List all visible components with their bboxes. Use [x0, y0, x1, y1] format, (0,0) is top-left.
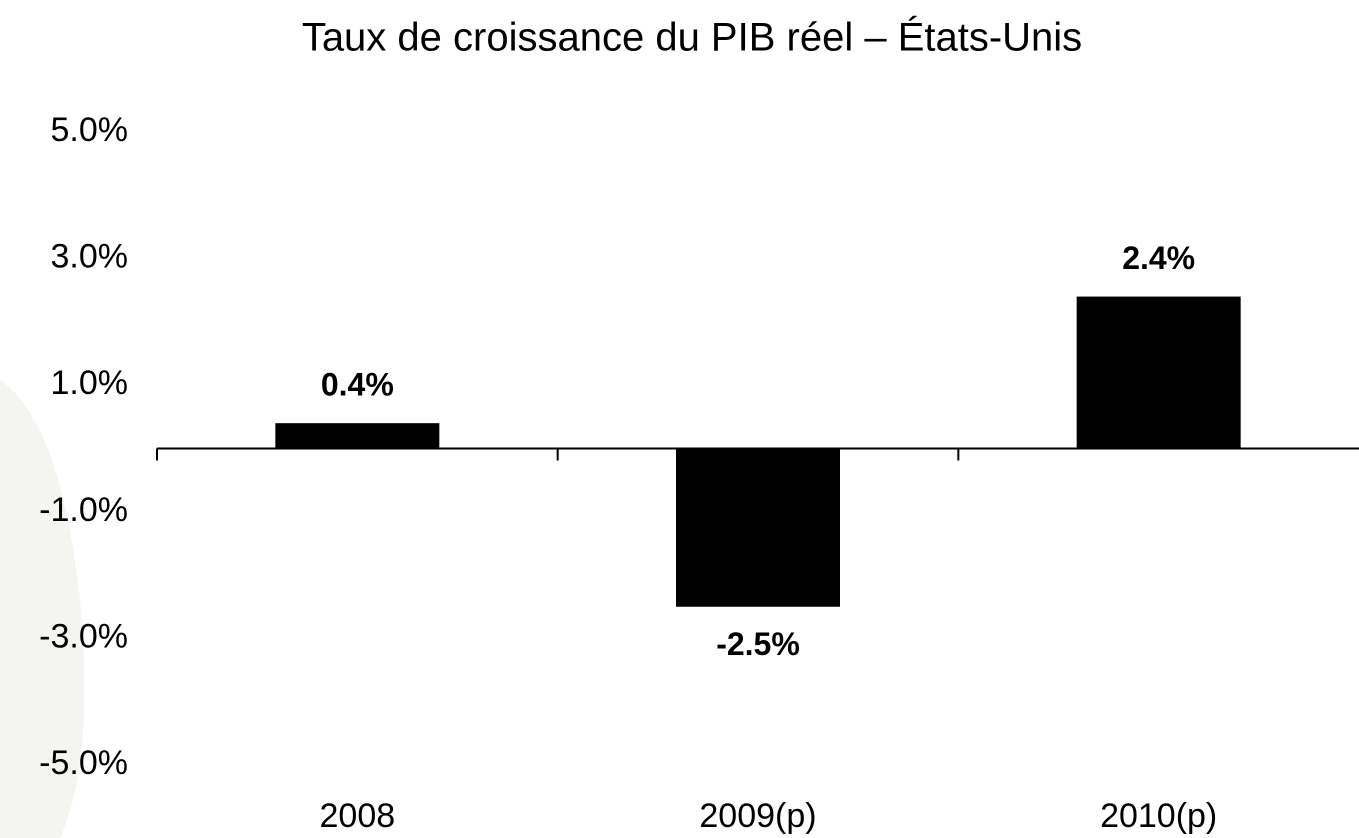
bar	[275, 423, 440, 449]
value-label: 0.4%	[321, 367, 394, 403]
chart-title: Taux de croissance du PIB réel – États-U…	[302, 15, 1082, 60]
bar	[676, 448, 840, 607]
value-label: 2.4%	[1122, 240, 1195, 276]
y-tick-label: -1.0%	[39, 491, 128, 529]
x-tick-label: 2010(p)	[1100, 797, 1217, 835]
y-tick-label: -5.0%	[39, 744, 128, 782]
y-tick-label: 5.0%	[51, 111, 129, 149]
y-tick-label: -3.0%	[39, 617, 128, 655]
y-tick-label: 3.0%	[51, 238, 129, 276]
bar	[1076, 296, 1241, 449]
value-label: -2.5%	[716, 626, 800, 662]
y-tick-label: 1.0%	[51, 364, 129, 402]
x-tick-label: 2008	[320, 797, 396, 835]
background-arc	[0, 380, 85, 838]
x-tick-label: 2009(p)	[699, 797, 816, 835]
